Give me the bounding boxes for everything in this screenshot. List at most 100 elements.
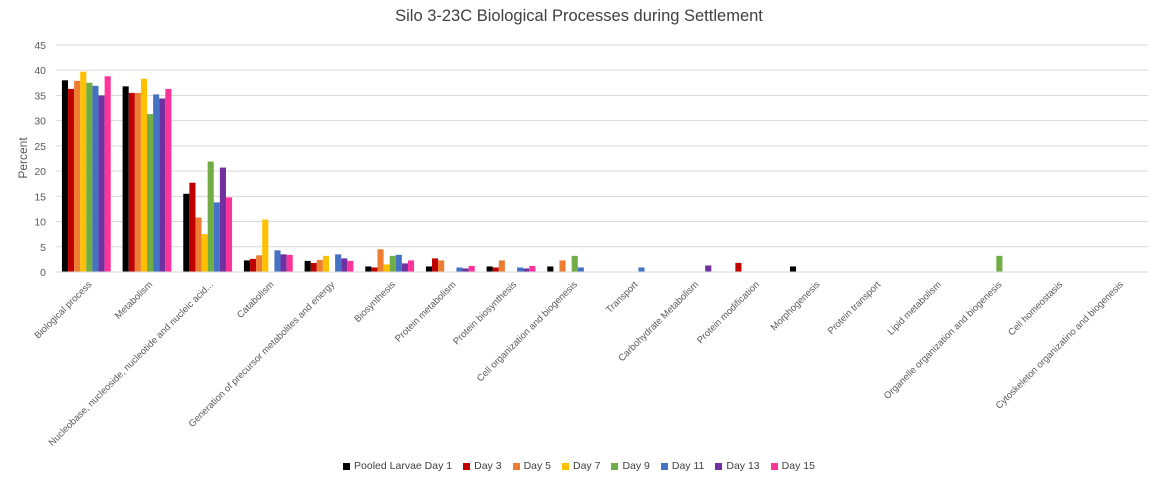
bar — [134, 92, 141, 272]
legend-swatch — [512, 462, 520, 470]
bar — [189, 182, 196, 272]
bar — [468, 265, 475, 272]
y-tick-label: 45 — [34, 40, 46, 52]
bar — [996, 255, 1003, 272]
x-category-label: Cytoskeleton organizatino and biogenesis — [994, 279, 1126, 411]
bar — [462, 268, 469, 272]
bar — [365, 266, 372, 272]
bar — [401, 263, 408, 272]
x-category-label: Biological process — [32, 279, 94, 341]
bar — [207, 161, 214, 272]
bar — [395, 254, 402, 272]
y-tick-label: 40 — [34, 65, 46, 77]
bar — [262, 219, 269, 272]
legend-label: Day 3 — [474, 460, 502, 472]
bar — [571, 255, 578, 272]
bar — [547, 266, 554, 272]
bar — [183, 193, 190, 272]
bar — [104, 76, 111, 272]
y-axis-ticks: 0 5 10 15 20 25 30 35 40 45 — [34, 40, 46, 279]
legend-swatch — [463, 462, 471, 470]
legend-label: Day 11 — [671, 460, 705, 472]
x-category-label: Metabolism — [113, 279, 155, 321]
y-tick-label: 0 — [40, 267, 46, 279]
legend-swatch — [770, 462, 778, 470]
bar — [280, 254, 287, 272]
legend-item: Day 15 — [770, 460, 815, 472]
bar — [638, 267, 645, 272]
bar — [498, 260, 505, 272]
legend-label: Pooled Larvae Day 1 — [354, 460, 453, 472]
bar — [316, 259, 323, 272]
gridlines — [56, 44, 1148, 248]
bar — [705, 265, 712, 272]
y-tick-label: 30 — [34, 116, 46, 128]
bar — [486, 266, 493, 272]
bar — [523, 268, 530, 272]
y-tick-label: 35 — [34, 90, 46, 102]
bar — [140, 78, 147, 272]
x-category-label: Morphogenesis — [769, 279, 823, 333]
x-category-label: Biosynthesis — [352, 279, 398, 325]
x-axis-category-labels: Biological process MetabolismNucleobase, … — [32, 279, 1125, 448]
x-category-label: Catabolism — [235, 279, 276, 320]
legend-swatch — [562, 462, 569, 470]
bar — [80, 71, 87, 273]
bar — [256, 255, 263, 272]
bar — [286, 254, 293, 272]
bar — [347, 260, 354, 272]
x-category-label: Generation of precursor metabolites and … — [187, 279, 338, 430]
bar — [322, 255, 329, 272]
bar — [425, 266, 433, 272]
chart-title: Silo 3-23C Biological Processes during S… — [395, 7, 763, 25]
bars — [61, 71, 1003, 273]
bar — [492, 267, 499, 272]
x-category-label: Protein modification — [695, 279, 762, 346]
x-category-label: Protein biosynthesis — [451, 279, 519, 347]
legend-item: Day 5 — [512, 460, 551, 472]
x-category-label: Protein metabolism — [393, 279, 458, 344]
bar — [529, 265, 536, 272]
bar — [274, 250, 281, 272]
bar — [68, 88, 75, 272]
bar — [517, 267, 524, 272]
y-tick-label: 25 — [34, 141, 46, 153]
legend-item: Day 13 — [715, 460, 760, 472]
bar — [304, 260, 311, 272]
legend-label: Day 7 — [573, 460, 601, 472]
bar — [213, 202, 220, 272]
bar — [735, 262, 742, 272]
bar — [310, 262, 317, 272]
legend-label: Day 13 — [726, 460, 760, 472]
y-tick-label: 5 — [40, 242, 46, 254]
bar — [61, 80, 69, 272]
bar — [165, 88, 172, 272]
bar — [86, 82, 93, 272]
bar — [92, 85, 99, 272]
x-category-label: Protein transport — [826, 279, 884, 337]
bar — [371, 267, 378, 272]
bar — [243, 260, 251, 272]
x-category-label: Cell organization and biogenesis — [475, 279, 580, 384]
legend-swatch — [343, 462, 351, 470]
bar — [389, 255, 396, 272]
legend: Pooled Larvae Day 1 Day 3 Day 5 Day 7 Day 9 D… — [0, 460, 1158, 472]
bar — [377, 249, 384, 272]
legend-item: Day 3 — [463, 460, 502, 472]
y-tick-label: 20 — [34, 166, 46, 178]
y-tick-label: 15 — [34, 191, 46, 203]
legend-label: Day 15 — [781, 460, 815, 472]
x-category-label: Transport — [604, 279, 641, 316]
legend-label: Day 9 — [622, 460, 650, 472]
bar — [438, 260, 445, 272]
bar — [335, 254, 342, 272]
legend-item: Day 11 — [660, 460, 705, 472]
bar — [577, 267, 584, 272]
legend-label: Day 5 — [523, 460, 551, 472]
bar — [219, 167, 226, 272]
bar — [122, 86, 129, 272]
bar — [789, 266, 797, 272]
bar — [341, 258, 348, 272]
legend-swatch — [715, 462, 723, 470]
